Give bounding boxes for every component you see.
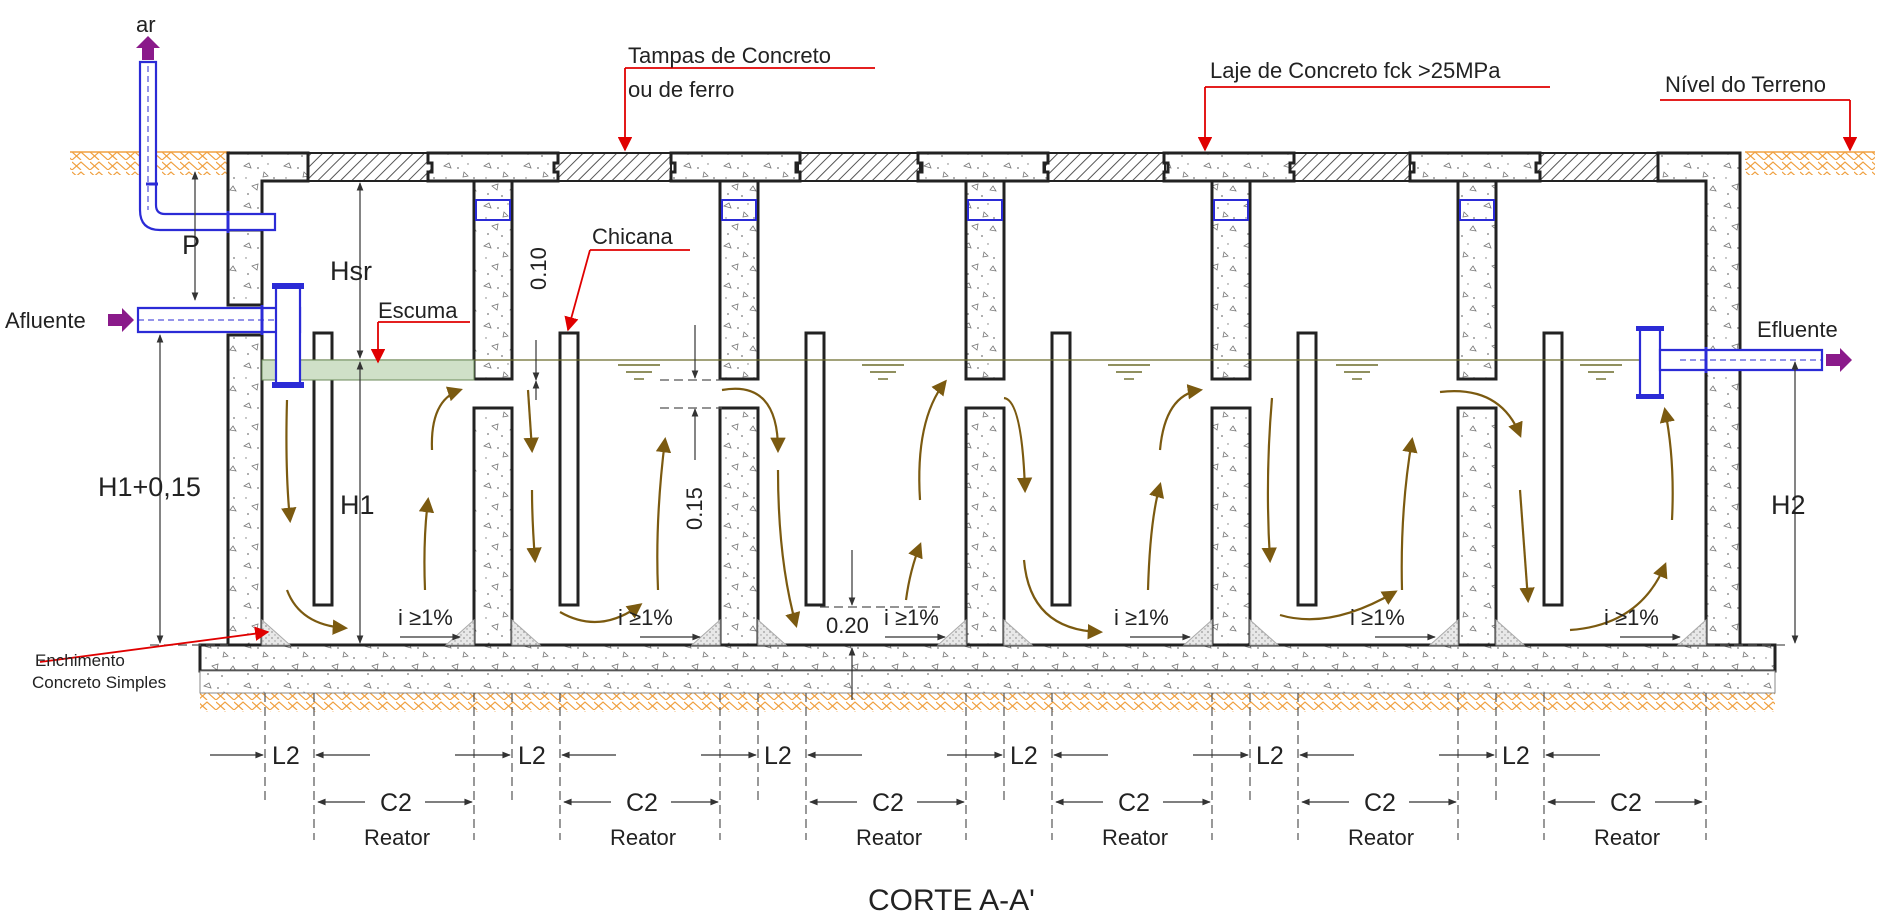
slab-label: Laje de Concreto fck >25MPa [1210,58,1501,83]
dimension-lines [150,171,1799,700]
base-slab [198,643,1777,673]
influent-label: Afluente [5,308,86,333]
covers-label-line1: Tampas de Concreto [628,43,831,68]
chamber-dimension-labels: L2 L2 L2 L2 L2 L2 C2 C2 C2 C2 C2 C2 Reat… [272,742,1660,850]
influent-arrow-icon [108,308,134,332]
concrete-covers [226,151,1742,647]
l2-label: L2 [272,742,300,770]
l2-label: L2 [1010,742,1038,770]
l2-label: L2 [518,742,546,770]
scum-band [261,359,475,381]
left-wall [226,228,264,307]
water-level-symbols [618,364,1622,380]
c2-label: C2 [1364,789,1396,817]
slope-label-6: i ≥1% [1604,605,1659,630]
leader-lines [39,67,1858,663]
c2-label: C2 [1610,789,1642,817]
bottom-dim-arrows [210,751,1703,806]
ground-level-label: Nível do Terreno [1665,72,1826,97]
fill-label-line2: Concreto Simples [32,673,166,692]
left-wall-lower [226,333,264,647]
slope-label-3: i ≥1% [884,605,939,630]
effluent-label: Efluente [1757,317,1838,342]
dim-010: 0.10 [526,247,551,290]
air-arrow-icon [136,36,160,60]
air-label: ar [136,12,156,37]
l2-label: L2 [1256,742,1284,770]
bottom-fills [261,618,1707,646]
reactor-label: Reator [1348,825,1414,850]
reactor-label: Reator [364,825,430,850]
slope-label-5: i ≥1% [1350,605,1405,630]
c2-label: C2 [872,789,904,817]
reactor-label: Reator [610,825,676,850]
c2-label: C2 [626,789,658,817]
dim-p: P [182,230,200,260]
scum-label: Escuma [378,298,458,323]
chicane-label: Chicana [592,224,673,249]
effluent-arrow-icon [1826,348,1852,372]
interior-walls [472,179,1498,647]
dim-015: 0.15 [682,487,707,530]
top-slab [307,152,1661,182]
dim-h1: H1 [340,490,375,520]
vent-pipe [138,60,277,233]
influent-pipe [136,283,304,388]
dim-h1-plus: H1+0,15 [98,472,201,502]
effluent-pipe [1636,326,1824,399]
slope-label-1: i ≥1% [398,605,453,630]
c2-label: C2 [1118,789,1150,817]
c2-label: C2 [380,789,412,817]
lean-concrete-layer [199,670,1776,694]
l2-label: L2 [1502,742,1530,770]
reactor-label: Reator [1594,825,1660,850]
fill-label-line1: Enchimento [35,651,125,670]
slope-label-2: i ≥1% [618,605,673,630]
flow-arrows [281,379,1675,640]
dim-020: 0.20 [826,613,869,638]
reactor-label: Reator [1102,825,1168,850]
l2-label: L2 [764,742,792,770]
reactor-label: Reator [856,825,922,850]
slope-label-4: i ≥1% [1114,605,1169,630]
ground-soil [70,151,1875,712]
wall-couplings [475,199,1495,221]
section-title: CORTE A-A' [868,884,1035,917]
covers-label-line2: ou de ferro [628,77,734,102]
chicane-baffles [312,331,1564,607]
dim-h2: H2 [1771,490,1806,520]
bottom-guides [264,693,1707,840]
dim-hsr: Hsr [330,256,372,286]
